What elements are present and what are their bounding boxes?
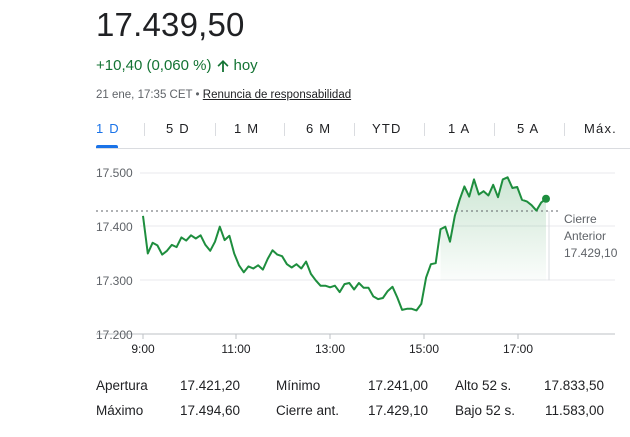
x-tick-label: 13:00 [315,342,345,356]
arrow-up-icon [217,59,228,72]
previous-close-label: Cierre Anterior 17.429,10 [564,212,618,260]
disclaimer-link[interactable]: Renuncia de responsabilidad [202,89,352,101]
active-tab-indicator [96,145,118,148]
stat-label: Bajo 52 s. [455,403,516,418]
intraday-line-chart[interactable]: 17.500 17.400 17.300 17.200 9:00 11:00 1… [0,155,630,360]
y-tick-label: 17.200 [96,328,133,342]
y-tick-label: 17.500 [96,166,133,180]
change-period: hoy [233,57,258,74]
x-axis-ticks [142,334,519,339]
stat-value: 17.241,00 [367,378,428,393]
tab-separator [564,123,565,136]
stat-value: 17.833,50 [543,378,604,393]
tab-separator [494,123,495,136]
tab-separator [144,123,145,136]
x-tick-label: 11:00 [221,342,250,356]
stat-label: Máximo [96,403,144,418]
prev-close-value: 17.429,10 [564,246,618,260]
prev-close-label-line1: Cierre [564,212,597,226]
y-tick-label: 17.400 [96,220,133,234]
stat-label: Cierre ant. [276,403,340,418]
gain-area-fill [440,177,546,281]
tab-1a[interactable]: 1 A [448,121,471,136]
stat-value: 11.583,00 [544,403,604,418]
stats-row: Máximo 17.494,60 Cierre ant. 17.429,10 B… [96,403,616,423]
tab-5a[interactable]: 5 A [517,121,540,136]
tab-1m[interactable]: 1 M [234,121,260,136]
x-tick-label: 15:00 [409,342,439,356]
tab-separator [284,123,285,136]
tab-separator [354,123,355,136]
timestamp: 21 ene, 17:35 CET [96,89,193,101]
x-tick-label: 17:00 [503,342,533,356]
meta-bullet: • [195,89,200,101]
range-tabs: 1 D 5 D 1 M 6 M YTD 1 A 5 A Máx. [96,121,630,151]
timestamp-row: 21 ene, 17:35 CET • Renuncia de responsa… [96,89,351,101]
stat-label: Alto 52 s. [455,378,512,393]
price-change: +10,40 (0,060 %) hoy [96,57,258,74]
y-axis-labels: 17.500 17.400 17.300 17.200 [96,166,133,342]
tab-separator [215,123,216,136]
stat-value: 17.429,10 [367,403,428,418]
stat-value: 17.494,60 [179,403,240,418]
tab-5d[interactable]: 5 D [166,121,190,136]
change-value: +10,40 (0,060 %) [96,57,212,74]
tab-separator [424,123,425,136]
stat-value: 17.421,20 [179,378,240,393]
current-price: 17.439,50 [96,6,245,43]
tab-ytd[interactable]: YTD [372,121,402,136]
tab-6m[interactable]: 6 M [306,121,332,136]
stat-label: Mínimo [276,378,321,393]
tab-max[interactable]: Máx. [584,121,617,136]
last-price-dot [542,194,550,203]
x-tick-label: 9:00 [131,342,155,356]
prev-close-label-line2: Anterior [564,229,606,243]
x-axis-labels: 9:00 11:00 13:00 15:00 17:00 [131,342,533,356]
tab-1d[interactable]: 1 D [96,121,120,136]
stats-row: Apertura 17.421,20 Mínimo 17.241,00 Alto… [96,378,616,398]
tabs-divider [96,148,630,149]
price-line [142,176,547,312]
stat-label: Apertura [96,378,148,393]
y-tick-label: 17.300 [96,274,133,288]
